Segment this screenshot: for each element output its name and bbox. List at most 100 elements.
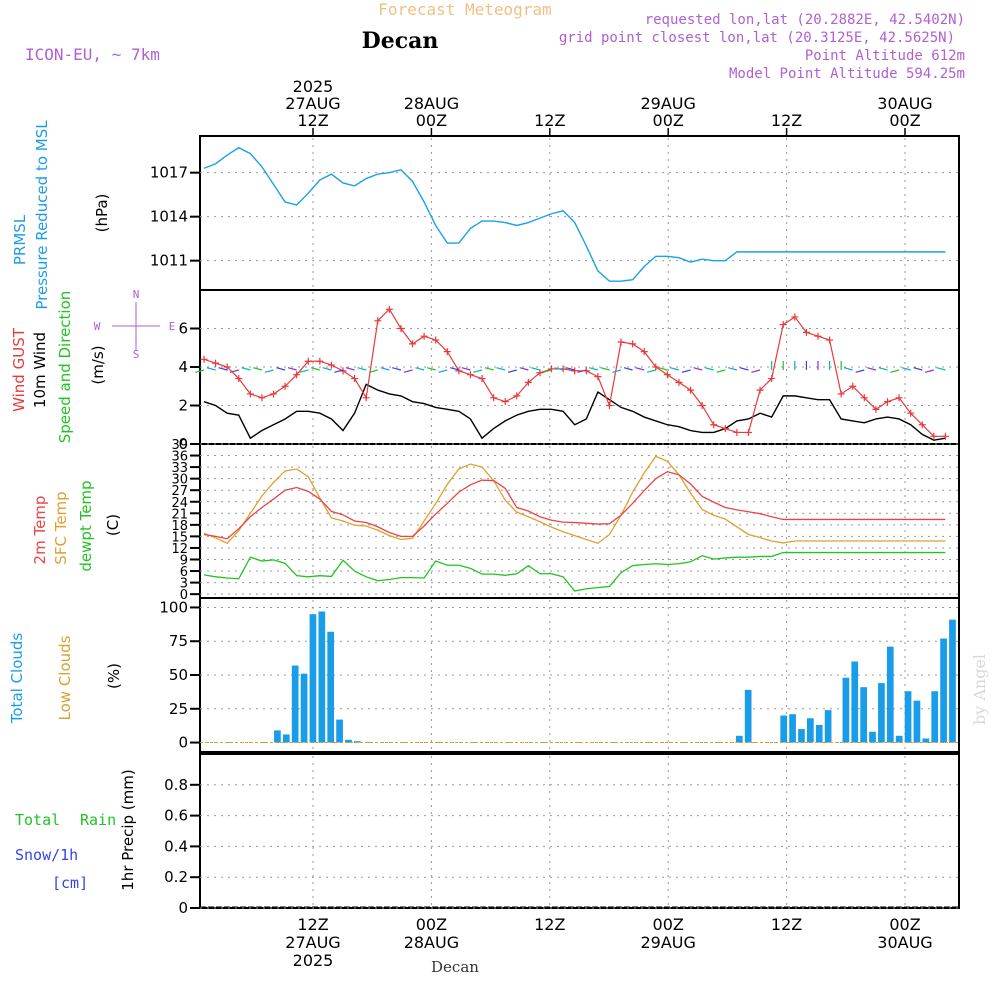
y-tick-label: 25	[169, 700, 188, 718]
gust-marker	[548, 365, 556, 373]
gust-marker	[918, 421, 926, 429]
wind-arrow	[924, 369, 934, 373]
gust-marker	[733, 428, 741, 436]
grid-lines	[190, 138, 959, 909]
wind-arrow	[554, 367, 564, 371]
bottom-time-label: 12Z	[534, 915, 565, 934]
chart-title: Forecast Meteogram	[378, 0, 551, 19]
total-cloud-bar	[878, 683, 885, 743]
sfc-label: SFC Temp	[52, 491, 70, 564]
top-time-label: 30AUG	[877, 94, 932, 113]
gust-marker	[710, 421, 718, 429]
wind-arrow	[241, 367, 251, 371]
wind-arrow	[635, 367, 645, 371]
wind-arrow	[716, 369, 726, 373]
y-tick-label: 4	[178, 358, 188, 376]
pressure-panel-frame	[199, 135, 960, 291]
rain-label-2: Rain	[80, 811, 116, 829]
clouds-unit: (%)	[105, 663, 123, 689]
bottom-time-label: 00Z	[889, 915, 920, 934]
wind-arrow	[936, 367, 946, 371]
total-cloud-bar	[824, 710, 832, 743]
wind-arrow	[380, 367, 390, 371]
gust-marker	[802, 328, 810, 336]
wind-arrow	[867, 367, 877, 371]
gust-marker	[605, 402, 613, 409]
gust-marker	[478, 375, 486, 383]
total-cloud-bar	[336, 719, 343, 743]
total-cloud-bar	[798, 729, 805, 743]
total-cloud-bar	[318, 611, 326, 743]
total-cloud-bar	[869, 731, 876, 743]
gust-marker	[490, 394, 498, 402]
gust-marker	[374, 317, 382, 325]
compass-w: W	[94, 320, 101, 333]
top-time-label: 12Z	[297, 111, 328, 130]
wind-arrow	[623, 367, 633, 371]
gust-marker	[675, 378, 683, 386]
total-cloud-bar	[895, 735, 903, 743]
wind-arrow	[913, 367, 923, 371]
gust-marker	[930, 432, 938, 440]
y-tick-label: 1014	[150, 208, 188, 226]
y-tick-label: 21	[171, 507, 188, 522]
y-tick-label: 9	[180, 554, 188, 569]
gust-marker	[270, 390, 278, 398]
y-tick-label: 50	[169, 666, 188, 684]
y-tick-label: 0	[178, 899, 188, 917]
bottom-time-label: 29AUG	[640, 933, 695, 952]
gust-marker	[258, 394, 266, 402]
wind-arrow	[681, 369, 691, 373]
wind-arrow	[612, 369, 622, 373]
gust-marker	[652, 363, 660, 371]
gust-marker	[791, 313, 799, 321]
total-cloud-bar	[300, 673, 308, 743]
compass-rose: N S W E	[94, 288, 176, 361]
gust-marker	[895, 394, 903, 402]
gust-marker	[385, 305, 393, 313]
gust-marker	[814, 332, 822, 340]
gust-marker	[397, 325, 405, 332]
gust-marker	[698, 402, 706, 409]
wind-arrow	[299, 369, 309, 373]
bottom-time-label: 00Z	[653, 915, 684, 934]
gust-marker	[443, 348, 451, 356]
top-time-label: 12Z	[771, 111, 802, 130]
wind-arrow	[739, 367, 749, 371]
gust-marker	[327, 361, 335, 369]
y-tick-label: 0.4	[164, 837, 188, 855]
y-tick-label: 3	[180, 577, 188, 592]
gust-marker	[941, 432, 949, 440]
gust-marker	[420, 332, 428, 340]
total-cloud-bar	[309, 614, 317, 743]
gust-marker	[849, 382, 857, 390]
total-cloud-bar	[327, 631, 335, 743]
wind-arrow	[218, 367, 228, 371]
gust-marker	[826, 336, 834, 344]
total-cloud-bar	[345, 739, 352, 743]
gust-marker	[907, 409, 915, 417]
y-tick-label: 0.6	[164, 807, 188, 825]
model-name: ICON-EU, ~ 7km	[25, 45, 160, 64]
gust-marker	[316, 357, 324, 365]
wind-arrow	[334, 369, 344, 373]
top-time-label: 00Z	[889, 111, 920, 130]
pressure-label-2: Pressure Reduced to MSL	[33, 120, 51, 310]
bottom-time-label: 28AUG	[404, 933, 459, 952]
wind-arrow	[357, 367, 367, 371]
wind-arrow	[450, 367, 460, 371]
wind-arrow	[577, 369, 587, 373]
wind-arrow	[542, 369, 552, 373]
y-tick-label: 39	[171, 438, 188, 453]
total-cloud-bar	[291, 665, 299, 743]
compass-e: E	[169, 320, 176, 333]
y-tick-label: 100	[159, 598, 188, 616]
top-time-label: 28AUG	[404, 94, 459, 113]
wind-arrow	[415, 367, 425, 371]
gust-marker	[768, 375, 776, 383]
wind-arrow	[901, 367, 911, 371]
total-cloud-bar	[807, 718, 814, 743]
y-tick-label: 15	[171, 530, 188, 545]
gust-marker	[744, 428, 752, 436]
gust-marker	[571, 367, 579, 375]
